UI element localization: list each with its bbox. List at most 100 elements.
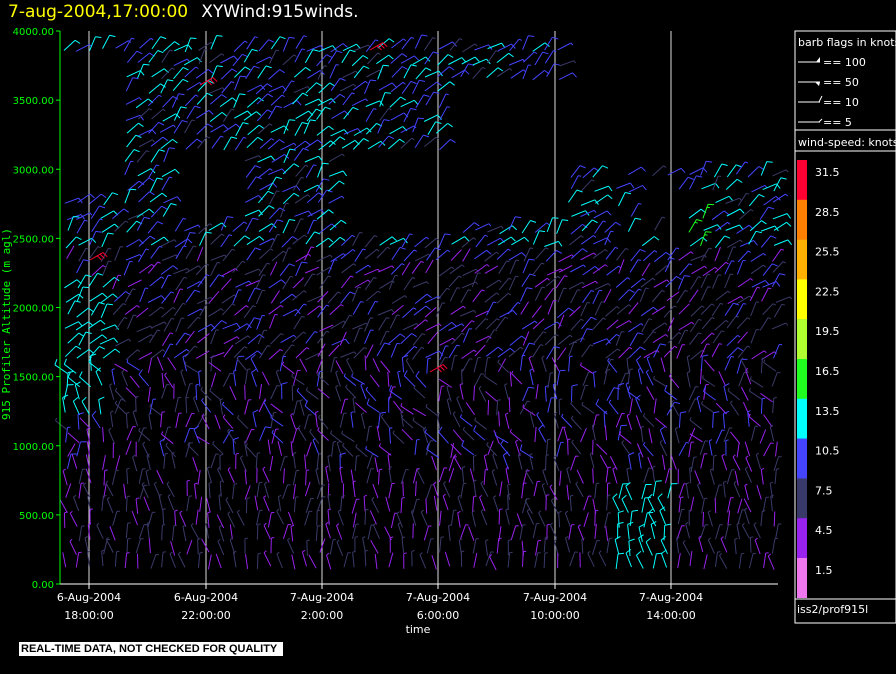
wind-barb: [173, 66, 189, 80]
wind-barb: [210, 261, 221, 276]
wind-barb: [67, 332, 85, 344]
wind-barb: [209, 387, 222, 401]
wind-barb: [210, 65, 223, 80]
wind-barb: [209, 53, 225, 64]
wind-barb: [243, 111, 262, 121]
wind-barb: [209, 112, 228, 122]
speed-swatch: [797, 239, 807, 280]
wind-barb: [259, 248, 274, 260]
wind-barb: [182, 524, 187, 542]
wind-barb: [197, 136, 211, 149]
wind-barb: [217, 538, 225, 556]
wind-barb: [184, 224, 201, 232]
wind-barb: [111, 469, 119, 486]
wind-barb: [138, 351, 153, 360]
wind-barb: [195, 509, 199, 525]
wind-barb: [209, 94, 227, 105]
wind-barb: [175, 412, 182, 429]
wind-barb: [222, 108, 235, 122]
wind-barb: [233, 40, 248, 52]
wind-barb: [149, 192, 168, 203]
wind-barb: [247, 287, 261, 302]
wind-barb: [63, 511, 68, 528]
wind-barb: [148, 83, 166, 94]
wind-barb: [145, 469, 150, 486]
wind-barb: [160, 239, 177, 247]
wind-barb: [147, 511, 156, 527]
wind-barb: [221, 401, 234, 416]
wind-barb: [160, 138, 178, 149]
wind-barb: [207, 511, 211, 528]
wind-barb: [259, 426, 272, 441]
wind-barb: [160, 79, 174, 94]
wind-barb: [162, 508, 166, 525]
wind-barb: [162, 95, 179, 108]
wind-barb: [234, 75, 247, 91]
wind-barb: [239, 455, 247, 472]
wind-barb: [100, 324, 119, 331]
wind-barb: [65, 236, 82, 249]
wind-barb: [126, 537, 131, 555]
wind-barb: [76, 348, 94, 359]
wind-barb: [150, 554, 159, 569]
wind-barb: [185, 265, 202, 274]
wind-barb: [167, 357, 177, 371]
wind-barb: [220, 55, 239, 64]
wind-barb: [244, 439, 248, 457]
legend: barb flags in knots == 100 == 50 == 10 == 5 w…: [794, 30, 896, 624]
wind-barb: [88, 246, 101, 260]
wind-barb: [259, 182, 278, 191]
wind-barb: [196, 92, 213, 105]
wind-barb: [138, 369, 150, 387]
speed-swatch: [797, 319, 807, 360]
wind-barb: [250, 354, 259, 373]
wind-barb: [87, 523, 92, 540]
wind-barb: [99, 337, 118, 345]
wind-barb: [147, 221, 164, 234]
wind-barb: [74, 381, 81, 400]
wind-barb: [163, 196, 182, 204]
wind-barb: [62, 552, 67, 568]
wind-barb: [146, 521, 151, 539]
wind-barb: [174, 509, 178, 527]
wind-barb: [109, 383, 115, 400]
wind-barb: [254, 495, 259, 511]
wind-barb: [257, 329, 267, 345]
wind-barb: [214, 414, 221, 430]
wind-barb: [246, 247, 261, 261]
wind-barb: [195, 383, 199, 401]
wind-barb: [186, 105, 201, 120]
wind-barb: [138, 427, 151, 442]
wind-barb: [114, 400, 127, 415]
wind-barb: [76, 286, 89, 302]
wind-barb: [161, 372, 165, 388]
wind-barb: [78, 331, 92, 346]
wind-barb: [139, 37, 154, 49]
wind-barb: [163, 147, 175, 163]
wind-barb: [89, 334, 108, 344]
wind-barb: [220, 68, 238, 80]
wind-barb: [73, 494, 80, 512]
wind-barb: [112, 274, 122, 290]
wind-barb: [245, 554, 249, 569]
wind-barb: [147, 387, 151, 403]
wind-barb: [90, 205, 106, 219]
wind-barb: [236, 414, 249, 429]
wind-barb: [196, 123, 213, 135]
wind-barb: [197, 538, 201, 555]
wind-barb: [245, 443, 257, 458]
wind-barb: [244, 469, 247, 485]
wind-barb: [64, 321, 83, 329]
wind-barb: [200, 386, 212, 401]
wind-barb: [257, 155, 276, 163]
wind-barb: [100, 303, 113, 318]
wind-barb: [185, 442, 193, 458]
wind-barb: [79, 417, 91, 429]
wind-barb: [218, 493, 222, 511]
wind-barb: [161, 291, 174, 304]
wind-barb: [229, 537, 236, 555]
wind-barb: [184, 37, 197, 53]
wind-barb: [201, 413, 210, 430]
wind-barb: [161, 307, 176, 318]
wind-barb: [256, 509, 263, 526]
